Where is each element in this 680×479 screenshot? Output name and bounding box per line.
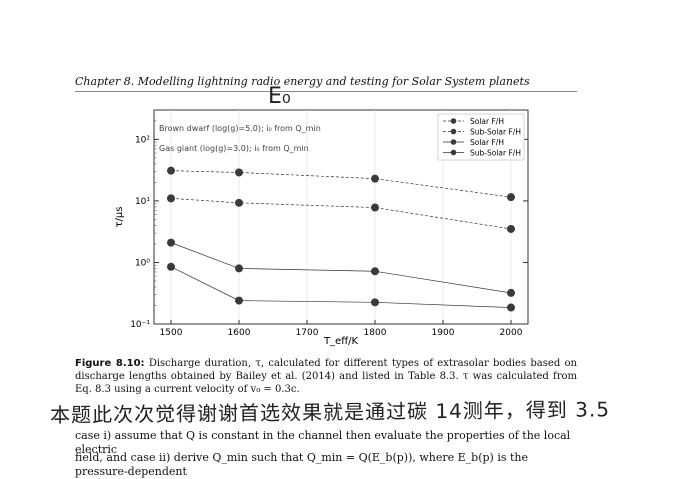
data-point [167, 262, 175, 271]
series-line [170, 242, 512, 294]
series-line [170, 170, 512, 198]
x-tick-label: 1500 [160, 328, 183, 338]
series-lines [170, 170, 512, 308]
figure-caption: Figure 8.10: Discharge duration, τ, calc… [75, 357, 577, 396]
caption-text: Discharge duration, τ, calculated for di… [75, 358, 577, 395]
data-point [167, 194, 175, 203]
y-tick-label: 10⁻¹ [130, 320, 150, 330]
series-line [170, 198, 512, 230]
x-tick-label: 1800 [364, 328, 387, 338]
body-line-2: field, and case ii) derive Q_min such th… [75, 451, 529, 478]
data-point [507, 288, 515, 297]
data-point [167, 238, 175, 247]
data-point [371, 203, 379, 212]
data-point [371, 298, 379, 307]
y-axis-ticks: 10⁻¹ 10⁰ 10¹ 10² [130, 109, 528, 330]
data-point [371, 267, 379, 276]
x-tick-label: 1900 [432, 328, 455, 338]
series-line [170, 266, 512, 308]
data-point [507, 224, 515, 233]
data-point [167, 166, 175, 175]
x-axis-label: T_eff/K [323, 336, 359, 347]
discharge-duration-chart: 1500 1600 1700 1800 1900 2000 10⁻¹ 10⁰ 10¹ 10² B… [114, 109, 529, 347]
handwritten-mark: E₀ [268, 84, 291, 109]
legend-marker [450, 128, 457, 135]
body-line-1: case i) assume that Q is constant in the… [75, 429, 571, 456]
legend-entry: Solar F/H [470, 138, 504, 147]
data-point [507, 303, 515, 312]
data-point [371, 174, 379, 183]
data-point [235, 198, 243, 207]
running-header: Chapter 8. Modelling lightning radio ene… [75, 75, 577, 92]
legend-entry: Solar F/H [470, 117, 504, 126]
data-point [235, 296, 243, 305]
annotation-brown-dwarf: Brown dwarf (log(g)=5.0); i₀ from Q_min [159, 124, 321, 133]
x-tick-label: 2000 [500, 328, 523, 338]
x-tick-label: 1700 [296, 328, 319, 338]
y-axis-label: τ/μs [114, 207, 125, 228]
legend-marker [450, 149, 457, 156]
data-point [235, 264, 243, 273]
data-point [235, 168, 243, 177]
y-tick-label: 10² [135, 135, 150, 145]
y-tick-label: 10⁰ [135, 258, 150, 268]
series-points [167, 166, 515, 312]
data-point [507, 193, 515, 202]
annotation-gas-giant: Gas giant (log(g)=3.0); i₀ from Q_min [159, 144, 309, 153]
caption-label: Figure 8.10: [75, 358, 145, 369]
header-text: Chapter 8. Modelling lightning radio ene… [75, 75, 530, 88]
legend-entry: Sub-Solar F/H [470, 128, 521, 137]
legend-entry: Sub-Solar F/H [470, 149, 521, 158]
plot-frame [153, 109, 529, 325]
y-tick-label: 10¹ [135, 197, 150, 207]
legend-marker [450, 139, 457, 145]
x-axis-ticks: 1500 1600 1700 1800 1900 2000 [160, 320, 523, 338]
handwritten-note: 本题此次次觉得谢谢首选效果就是通过碳 14测年，得到 3.5 [49, 397, 611, 428]
x-tick-label: 1600 [228, 328, 251, 338]
legend-marker [450, 118, 457, 124]
